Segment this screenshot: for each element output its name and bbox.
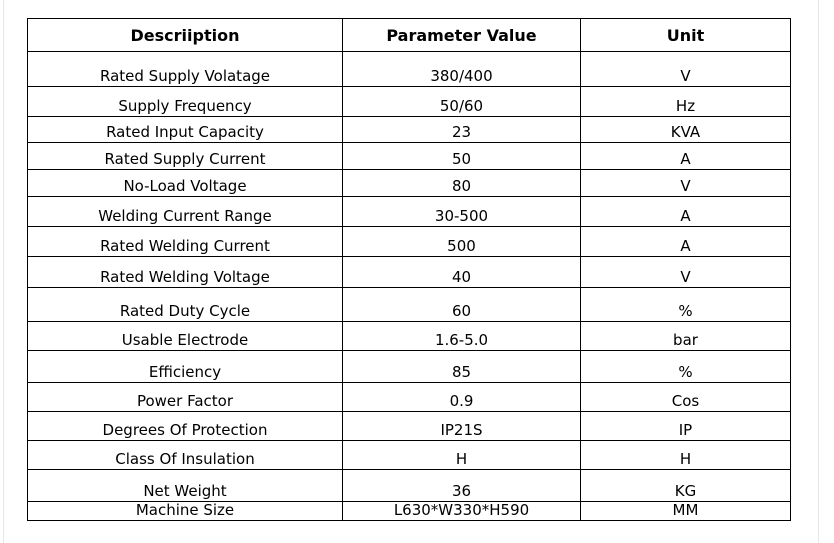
unit-cell: MM (580, 501, 791, 521)
header-description: Descriiption (27, 18, 343, 52)
left-border-line (3, 0, 4, 543)
description-cell: Rated Welding Current (27, 226, 343, 257)
unit-cell: A (580, 196, 791, 227)
unit-cell: % (580, 350, 791, 383)
value-cell: 40 (342, 256, 581, 288)
description-cell: Rated Supply Volatage (27, 51, 343, 87)
value-cell: 0.9 (342, 382, 581, 412)
header-unit: Unit (580, 18, 791, 52)
unit-cell: % (580, 287, 791, 322)
unit-cell: Hz (580, 86, 791, 117)
value-cell: 23 (342, 116, 581, 143)
description-cell: Rated Supply Current (27, 142, 343, 170)
unit-cell: A (580, 226, 791, 257)
description-cell: Power Factor (27, 382, 343, 412)
table-row: Degrees Of Protection IP21S IP (27, 411, 791, 441)
value-cell: L630*W330*H590 (342, 501, 581, 521)
table-header-row: Descriiption Parameter Value Unit (27, 18, 791, 52)
value-cell: 85 (342, 350, 581, 383)
specification-table: Descriiption Parameter Value Unit Rated … (27, 18, 791, 521)
description-cell: No-Load Voltage (27, 169, 343, 197)
unit-cell: A (580, 142, 791, 170)
description-cell: Supply Frequency (27, 86, 343, 117)
value-cell: 80 (342, 169, 581, 197)
unit-cell: bar (580, 321, 791, 351)
unit-cell: KVA (580, 116, 791, 143)
table-row: Rated Supply Volatage 380/400 V (27, 51, 791, 87)
unit-cell: H (580, 440, 791, 470)
table-row: Usable Electrode 1.6-5.0 bar (27, 321, 791, 351)
right-border-line (818, 0, 819, 543)
value-cell: 50 (342, 142, 581, 170)
value-cell: 30-500 (342, 196, 581, 227)
table-row: Class Of Insulation H H (27, 440, 791, 470)
table-row: Efficiency 85 % (27, 350, 791, 383)
value-cell: 1.6-5.0 (342, 321, 581, 351)
description-cell: Machine Size (27, 501, 343, 521)
value-cell: 36 (342, 469, 581, 502)
table-row: Power Factor 0.9 Cos (27, 382, 791, 412)
table-row: Welding Current Range 30-500 A (27, 196, 791, 227)
header-parameter-value: Parameter Value (342, 18, 581, 52)
description-cell: Welding Current Range (27, 196, 343, 227)
value-cell: 500 (342, 226, 581, 257)
description-cell: Degrees Of Protection (27, 411, 343, 441)
table-row: Supply Frequency 50/60 Hz (27, 86, 791, 117)
value-cell: 60 (342, 287, 581, 322)
table-row: No-Load Voltage 80 V (27, 169, 791, 197)
table-row: Rated Input Capacity 23 KVA (27, 116, 791, 143)
table-row: Machine Size L630*W330*H590 MM (27, 501, 791, 521)
description-cell: Rated Input Capacity (27, 116, 343, 143)
value-cell: 50/60 (342, 86, 581, 117)
table-row: Rated Welding Current 500 A (27, 226, 791, 257)
table-row: Rated Duty Cycle 60 % (27, 287, 791, 322)
unit-cell: V (580, 256, 791, 288)
description-cell: Net Weight (27, 469, 343, 502)
description-cell: Efficiency (27, 350, 343, 383)
description-cell: Class Of Insulation (27, 440, 343, 470)
unit-cell: Cos (580, 382, 791, 412)
description-cell: Rated Duty Cycle (27, 287, 343, 322)
value-cell: IP21S (342, 411, 581, 441)
unit-cell: V (580, 169, 791, 197)
unit-cell: IP (580, 411, 791, 441)
unit-cell: V (580, 51, 791, 87)
value-cell: H (342, 440, 581, 470)
description-cell: Usable Electrode (27, 321, 343, 351)
table-row: Rated Supply Current 50 A (27, 142, 791, 170)
table-row: Rated Welding Voltage 40 V (27, 256, 791, 288)
value-cell: 380/400 (342, 51, 581, 87)
unit-cell: KG (580, 469, 791, 502)
table-row: Net Weight 36 KG (27, 469, 791, 502)
description-cell: Rated Welding Voltage (27, 256, 343, 288)
